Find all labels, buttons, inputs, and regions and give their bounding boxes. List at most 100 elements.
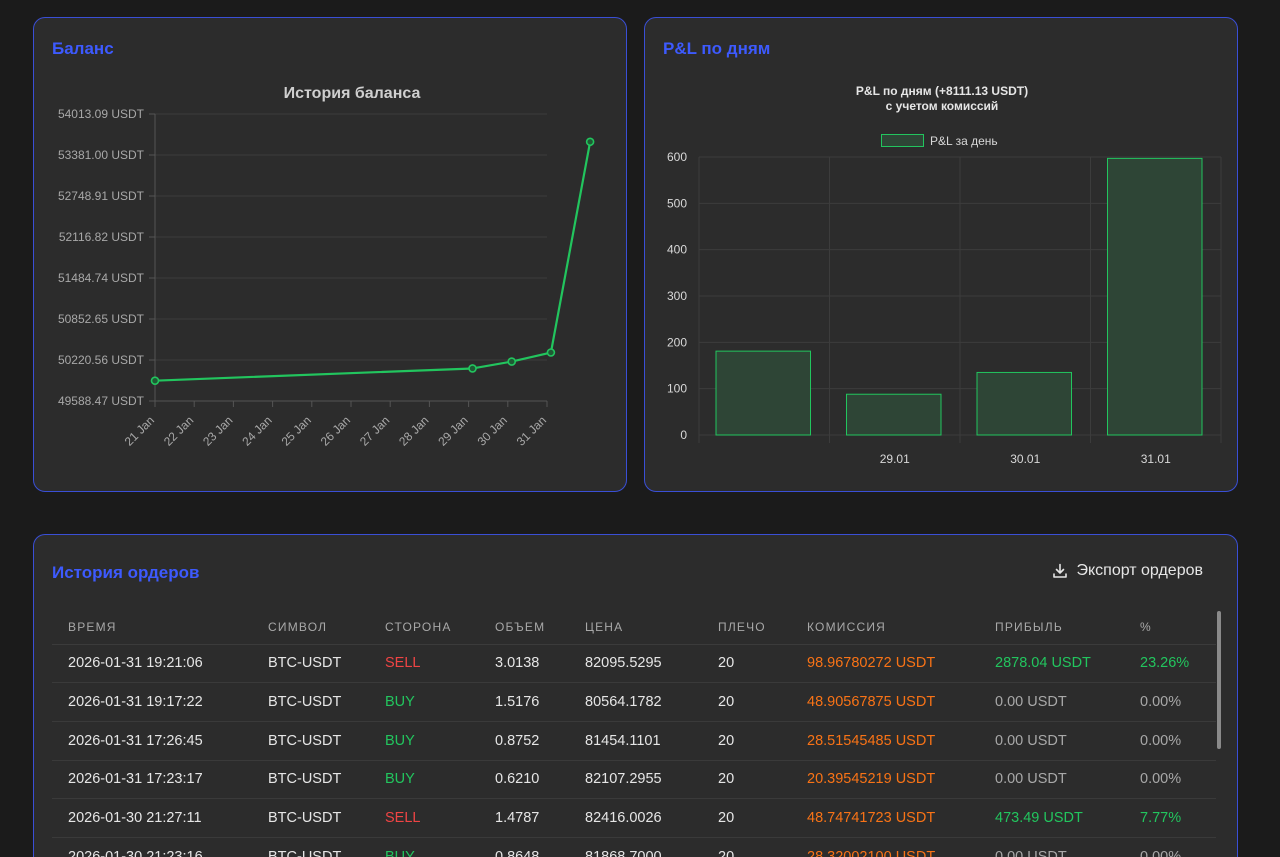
- cell-volume: 0.6210: [479, 760, 569, 800]
- cell-percent: 7.77%: [1124, 798, 1216, 838]
- table-row[interactable]: 2026-01-31 17:26:45 BTC-USDT BUY 0.8752 …: [52, 721, 1216, 761]
- column-header-percent[interactable]: %: [1124, 610, 1216, 645]
- y-tick-label: 51484.74 USDT: [58, 271, 145, 285]
- legend-swatch: [881, 134, 924, 147]
- y-tick-label: 600: [667, 150, 687, 164]
- cell-profit: 0.00 USDT: [979, 760, 1124, 800]
- x-tick-label: 29 Jan: [435, 413, 470, 448]
- column-header-volume[interactable]: ОБЪЕМ: [479, 610, 569, 645]
- export-orders-label: Экспорт ордеров: [1076, 562, 1203, 579]
- y-tick-label: 100: [667, 382, 687, 396]
- cell-price: 82416.0026: [569, 798, 702, 838]
- cell-leverage: 20: [702, 644, 791, 684]
- x-tick-label: 25 Jan: [279, 413, 314, 448]
- column-header-time[interactable]: ВРЕМЯ: [52, 610, 252, 645]
- y-tick-label: 52116.82 USDT: [59, 230, 145, 244]
- cell-symbol: BTC-USDT: [252, 760, 369, 800]
- cell-volume: 1.4787: [479, 798, 569, 838]
- pnl-daily-chart: P&L по дням (+8111.13 USDT)с учетом коми…: [667, 84, 1222, 466]
- balance-point: [546, 348, 556, 357]
- cell-price: 80564.1782: [569, 682, 702, 722]
- y-tick-label: 53381.00 USDT: [58, 148, 145, 162]
- cell-leverage: 20: [702, 798, 791, 838]
- column-header-leverage[interactable]: ПЛЕЧО: [702, 610, 791, 645]
- cell-volume: 0.8752: [479, 721, 569, 761]
- cell-percent: 0.00%: [1124, 682, 1216, 722]
- y-tick-label: 500: [667, 196, 687, 210]
- table-row[interactable]: 2026-01-31 19:17:22 BTC-USDT BUY 1.5176 …: [52, 682, 1216, 722]
- y-tick-label: 300: [667, 289, 687, 303]
- cell-side: SELL: [369, 644, 479, 684]
- chart-subtitle: с учетом комиссий: [886, 99, 999, 113]
- table-row[interactable]: 2026-01-31 17:23:17 BTC-USDT BUY 0.6210 …: [52, 760, 1216, 800]
- x-tick-label: 31.01: [1141, 452, 1171, 466]
- cell-time: 2026-01-31 19:21:06: [52, 644, 252, 684]
- cell-fee: 48.90567875 USDT: [791, 682, 979, 722]
- cell-symbol: BTC-USDT: [252, 721, 369, 761]
- column-header-fee[interactable]: КОМИССИЯ: [791, 610, 979, 645]
- cell-percent: 0.00%: [1124, 721, 1216, 761]
- y-tick-label: 400: [667, 243, 687, 257]
- table-row[interactable]: 2026-01-30 21:23:16 BTC-USDT BUY 0.8648 …: [52, 837, 1216, 857]
- cell-side: SELL: [369, 798, 479, 838]
- cell-price: 82095.5295: [569, 644, 702, 684]
- orders-table-scrollbar[interactable]: [1217, 611, 1221, 749]
- chart-title: P&L по дням (+8111.13 USDT): [856, 84, 1028, 98]
- pnl-bar: [1107, 157, 1203, 436]
- download-icon: [1052, 563, 1068, 579]
- table-row[interactable]: 2026-01-30 21:27:11 BTC-USDT SELL 1.4787…: [52, 798, 1216, 838]
- balance-card-title: Баланс: [52, 39, 114, 58]
- pnl-bar: [846, 393, 942, 436]
- x-tick-label: 21 Jan: [122, 413, 157, 448]
- pnl-card-title: P&L по дням: [663, 39, 771, 58]
- column-header-symbol[interactable]: СИМВОЛ: [252, 610, 369, 645]
- x-tick-label: 27 Jan: [357, 413, 392, 448]
- cell-fee: 20.39545219 USDT: [791, 760, 979, 800]
- cell-fee: 98.96780272 USDT: [791, 644, 979, 684]
- column-header-side[interactable]: СТОРОНА: [369, 610, 479, 645]
- legend-label: P&L за день: [930, 134, 998, 148]
- x-tick-label: 26 Jan: [318, 413, 353, 448]
- cell-time: 2026-01-31 17:23:17: [52, 760, 252, 800]
- cell-percent: 23.26%: [1124, 644, 1216, 684]
- x-tick-label: 24 Jan: [239, 413, 274, 448]
- cell-symbol: BTC-USDT: [252, 644, 369, 684]
- cell-side: BUY: [369, 721, 479, 761]
- orders-table-container[interactable]: ВРЕМЯ СИМВОЛ СТОРОНА ОБЪЕМ ЦЕНА ПЛЕЧО КО…: [52, 610, 1216, 857]
- y-tick-label: 50220.56 USDT: [58, 353, 145, 367]
- column-header-price[interactable]: ЦЕНА: [569, 610, 702, 645]
- pnl-bar: [976, 371, 1072, 436]
- x-tick-label: 31 Jan: [514, 413, 549, 448]
- cell-fee: 28.32002100 USDT: [791, 837, 979, 857]
- cell-price: 82107.2955: [569, 760, 702, 800]
- cell-profit: 473.49 USDT: [979, 798, 1124, 838]
- pnl-card: P&L по дням P&L по дням (+8111.13 USDT) с…: [644, 17, 1238, 492]
- cell-side: BUY: [369, 837, 479, 857]
- export-orders-button[interactable]: Экспорт ордеров: [1052, 562, 1203, 580]
- x-tick-label: 29.01: [880, 452, 910, 466]
- cell-symbol: BTC-USDT: [252, 682, 369, 722]
- cell-leverage: 20: [702, 760, 791, 800]
- cell-profit: 2878.04 USDT: [979, 644, 1124, 684]
- x-tick-label: 23 Jan: [200, 413, 235, 448]
- column-header-profit[interactable]: ПРИБЫЛЬ: [979, 610, 1124, 645]
- y-tick-label: 0: [680, 428, 687, 442]
- cell-profit: 0.00 USDT: [979, 721, 1124, 761]
- x-tick-label: 22 Jan: [161, 413, 196, 448]
- cell-fee: 28.51545485 USDT: [791, 721, 979, 761]
- cell-profit: 0.00 USDT: [979, 837, 1124, 857]
- cell-time: 2026-01-30 21:23:16: [52, 837, 252, 857]
- y-tick-label: 49588.47 USDT: [58, 394, 145, 408]
- cell-percent: 0.00%: [1124, 760, 1216, 800]
- cell-leverage: 20: [702, 721, 791, 761]
- cell-leverage: 20: [702, 837, 791, 857]
- balance-point: [468, 364, 477, 373]
- balance-card: Баланс История баланса 54013.09 USDT 53381…: [33, 17, 627, 492]
- cell-leverage: 20: [702, 682, 791, 722]
- table-row[interactable]: 2026-01-31 19:21:06 BTC-USDT SELL 3.0138…: [52, 644, 1216, 684]
- x-tick-label: 28 Jan: [396, 413, 431, 448]
- cell-percent: 0.00%: [1124, 837, 1216, 857]
- balance-point: [150, 376, 160, 385]
- cell-volume: 0.8648: [479, 837, 569, 857]
- balance-point: [507, 357, 517, 366]
